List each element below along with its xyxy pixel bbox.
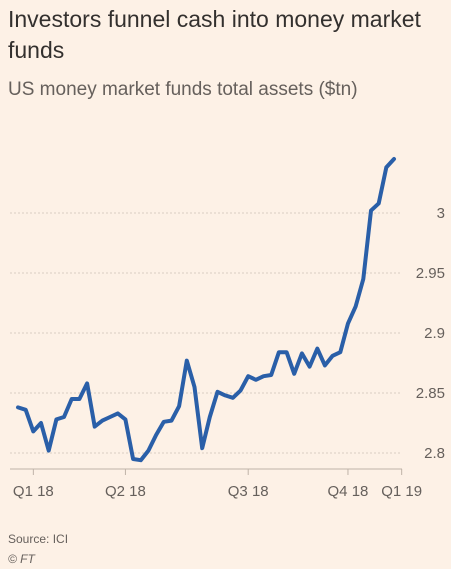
series-line <box>16 157 396 463</box>
y-tick-label: 3 <box>437 205 445 222</box>
x-tick-label: Q1 18 <box>13 483 54 500</box>
y-axis-tick-labels: 2.8 2.85 2.9 2.95 3 <box>416 205 445 462</box>
x-axis-tick-labels: Q1 18 Q2 18 Q3 18 Q4 18 Q1 19 <box>13 469 422 500</box>
y-tick-label: 2.95 <box>416 265 445 282</box>
x-tick-label: Q4 18 <box>328 483 369 500</box>
x-tick-label: Q1 19 <box>381 483 422 500</box>
source-note: Source: ICI <box>8 532 69 546</box>
y-tick-label: 2.8 <box>424 445 445 462</box>
x-tick-label: Q2 18 <box>105 483 146 500</box>
y-tick-label: 2.9 <box>424 325 445 342</box>
y-tick-label: 2.85 <box>416 385 445 402</box>
x-tick-label: Q3 18 <box>228 483 269 500</box>
chart-subtitle: US money market funds total assets ($tn) <box>8 79 358 100</box>
copyright-note: © FT <box>8 552 35 566</box>
gridlines <box>10 212 402 470</box>
chart-title: Investors funnel cash into money market … <box>8 6 421 63</box>
